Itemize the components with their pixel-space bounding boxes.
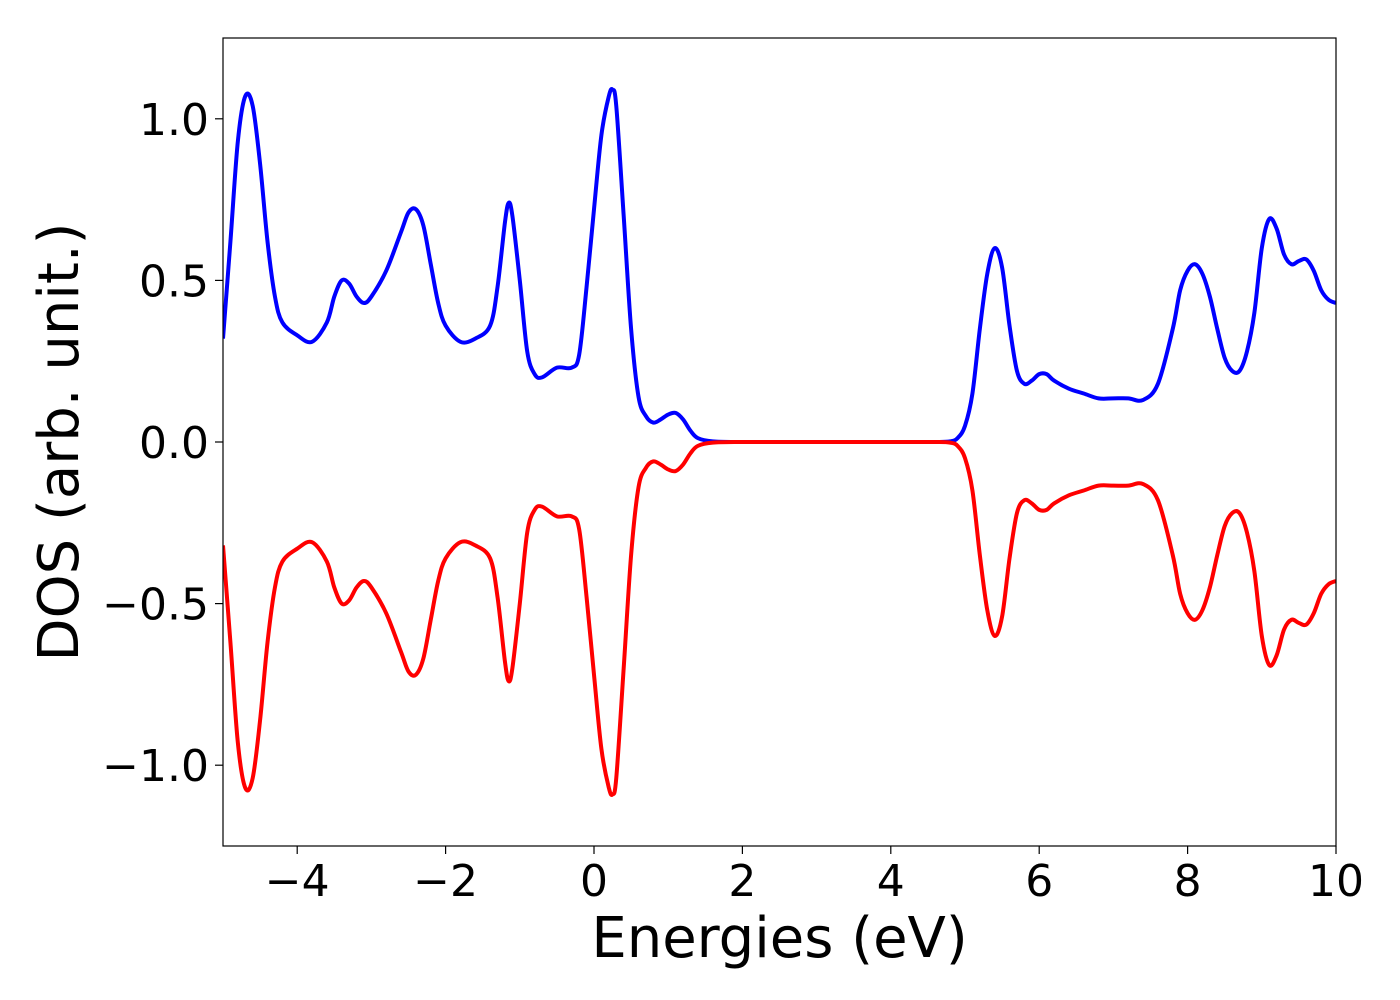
- plot-area-frame: [222, 37, 1337, 847]
- y-tick-label: −0.5: [102, 580, 209, 631]
- x-tick-label: 4: [877, 856, 905, 907]
- dos-series-red-line: [223, 439, 1336, 798]
- x-axis-title: Energies (eV): [591, 906, 967, 971]
- x-tick-label: 8: [1174, 856, 1202, 907]
- x-axis-ticks: −4 −2 0 2 4 6 8 10: [265, 846, 1364, 907]
- x-tick-label: −2: [413, 856, 478, 907]
- y-tick-label: 0.0: [139, 418, 209, 469]
- y-tick-label: −1.0: [102, 741, 209, 792]
- series-lines: [223, 86, 1336, 798]
- x-tick-label: 0: [580, 856, 608, 907]
- y-axis-title: DOS (arb. unit.): [27, 222, 92, 661]
- dos-series-blue-line: [223, 86, 1336, 445]
- y-tick-label: 1.0: [139, 95, 209, 146]
- y-tick-label: 0.5: [139, 256, 209, 307]
- x-tick-label: 2: [728, 856, 756, 907]
- x-tick-label: −4: [265, 856, 330, 907]
- x-tick-label: 6: [1025, 856, 1053, 907]
- x-tick-label: 10: [1308, 856, 1364, 907]
- y-axis-ticks: 1.0 0.5 0.0 −0.5 −1.0: [102, 95, 223, 792]
